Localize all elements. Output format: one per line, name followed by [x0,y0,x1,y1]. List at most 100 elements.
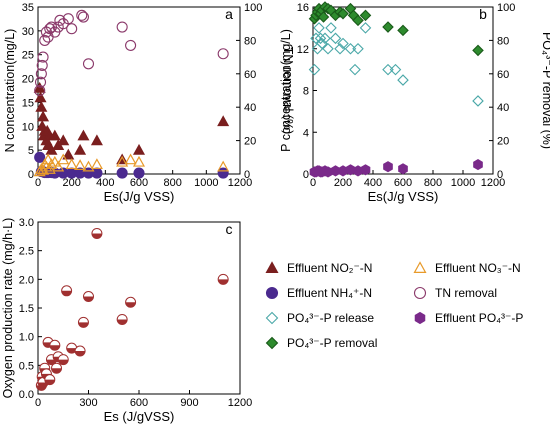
data-point [133,167,145,179]
y-tick-label: 2.5 [19,246,34,258]
data-point [57,153,70,165]
data-point [36,59,48,71]
y2-tick-label: 80 [244,35,256,47]
marker-fill [66,348,77,354]
data-point [383,161,393,173]
data-point [382,21,394,33]
data-point [74,159,87,171]
y-tick-label: 0.5 [19,360,34,372]
data-point [397,24,409,37]
data-point [51,362,63,374]
data-point [66,23,78,35]
legend-label: Effluent NO₂⁻-N [287,261,372,275]
y-tick-label: 12 [297,44,309,56]
data-point [316,37,328,50]
data-point [322,42,334,55]
data-point [48,155,61,167]
y-axis-label: N concentration(mg/L) [3,29,17,153]
legend-label: Effluent NH₄⁺-N [287,286,372,300]
data-point [116,21,128,33]
plot-frame [37,221,241,395]
x-axis-label: Es(J/g VSS) [104,189,175,204]
legend-marker [265,336,279,350]
y-axis-label: P concentration(mg/L) [279,29,293,152]
x-tick-label: 1200 [228,397,252,409]
panel-label: c [226,221,233,237]
x-axis-label: Es(J/g VSS) [368,189,439,204]
legend-item: Effluent NH₄⁺-N [265,286,372,300]
data-point [132,143,146,155]
data-point [472,44,484,57]
y2-tick-label: 100 [244,2,262,14]
data-point [125,296,137,308]
legend-marker [413,261,427,273]
data-point [37,51,49,63]
y2-tick-label: 20 [244,136,256,148]
data-point [49,339,61,351]
y-tick-label: 0 [28,169,34,181]
data-point [472,95,484,107]
data-point [132,155,146,167]
marker-fill [61,290,72,296]
legend: Effluent NO₂⁻-N Effluent NO₃⁻-N Effluent N… [265,261,523,350]
data-point [352,14,364,27]
data-point [57,134,70,146]
data-point [349,63,361,76]
data-point [76,9,88,21]
data-point [329,32,342,45]
x-tick-label: 0 [35,397,41,409]
data-point [39,34,51,46]
data-point [325,22,337,34]
data-point [217,115,230,127]
x-tick-label: 900 [180,397,198,409]
data-point [337,37,349,50]
data-point [34,76,47,88]
x-tick-label: 1200 [481,177,505,189]
legend-label: Effluent NO₃⁻-N [435,261,521,275]
y2-tick-label: 0 [497,169,503,181]
data-point [389,63,402,76]
marker-fill [91,233,102,239]
x-tick-label: 1000 [451,177,475,189]
data-point [308,63,321,76]
x-tick-label: 400 [364,177,382,189]
data-point [382,63,394,76]
marker-fill [58,359,69,365]
data-point [37,163,50,175]
data-point [90,134,103,146]
data-point [352,42,364,55]
data-point [42,153,55,165]
legend-marker [265,311,279,325]
y2-axis-label: PO₄³⁻-P removal (%) [540,32,550,149]
y-tick-label: 16 [297,2,309,14]
y2-tick-label: 20 [497,136,509,148]
legend-label: TN removal [435,286,497,300]
marker-fill [51,368,62,374]
legend-item: PO₄³⁻-P removal [265,336,377,350]
x-tick-label: 1200 [228,177,252,189]
y-tick-label: 3.0 [19,217,34,229]
legend-item: TN removal [413,286,497,300]
data-point [61,285,73,297]
marker-fill [78,322,89,328]
data-point [44,374,56,386]
data-point [359,9,372,22]
data-point [52,160,65,172]
data-point [116,167,128,179]
data-point [317,11,330,23]
y2-tick-label: 60 [497,69,509,81]
data-point [473,159,483,171]
data-point [35,100,48,112]
legend-item: PO₄³⁻-P release [265,311,374,325]
data-point [83,291,94,303]
data-point [82,160,95,172]
panel-b: 0 200 400 600 800 1000 12000481216020406080100… [279,1,550,204]
data-point [91,227,103,239]
legend-item: Effluent PO₄³⁻-P [414,311,523,325]
data-point [34,84,46,97]
legend-item: Effluent NO₃⁻-N [413,261,521,275]
data-point [82,58,95,70]
y-tick-label: 5 [28,145,34,157]
data-point [217,273,229,285]
